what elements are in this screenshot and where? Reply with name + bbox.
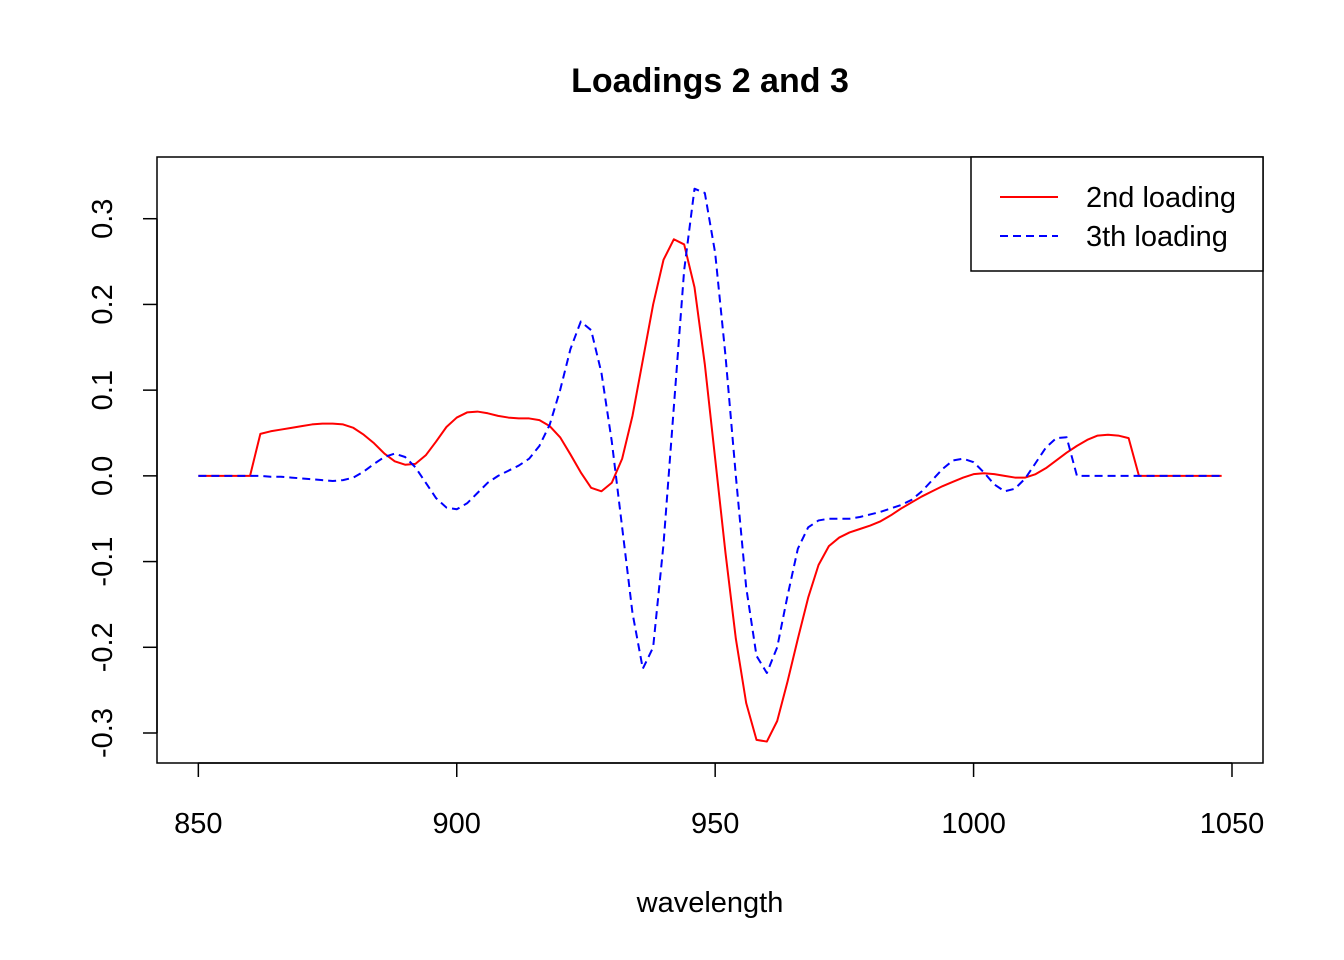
x-axis-label: wavelength <box>636 887 784 919</box>
y-tick-label: 0.2 <box>87 284 119 324</box>
legend-box <box>970 156 1264 272</box>
y-tick-label: 0.3 <box>87 199 119 239</box>
series-line-1 <box>198 238 1222 743</box>
x-tick-label: 1000 <box>941 808 1006 840</box>
y-tick-label: 0.1 <box>87 370 119 410</box>
x-tick-label: 950 <box>691 808 739 840</box>
legend-label-series-1: 2nd loading <box>1086 182 1236 214</box>
chart-title: Loadings 2 and 3 <box>571 62 849 100</box>
legend: 2nd loading 3th loading <box>970 156 1264 272</box>
y-axis: -0.3 -0.2 -0.1 0.0 0.1 0.2 0.3 <box>87 199 158 758</box>
y-tick-label: 0.0 <box>87 456 119 496</box>
x-tick-label: 1050 <box>1200 808 1265 840</box>
y-tick-label: -0.3 <box>87 708 119 758</box>
legend-label-series-2: 3th loading <box>1086 221 1228 253</box>
y-tick-label: -0.1 <box>87 537 119 587</box>
x-tick-label: 850 <box>174 808 222 840</box>
series-line-2 <box>198 187 1222 674</box>
x-axis: 850 900 950 1000 1050 <box>174 762 1265 840</box>
y-tick-label: -0.2 <box>87 622 119 672</box>
series-layer <box>198 187 1222 743</box>
x-tick-label: 900 <box>433 808 481 840</box>
